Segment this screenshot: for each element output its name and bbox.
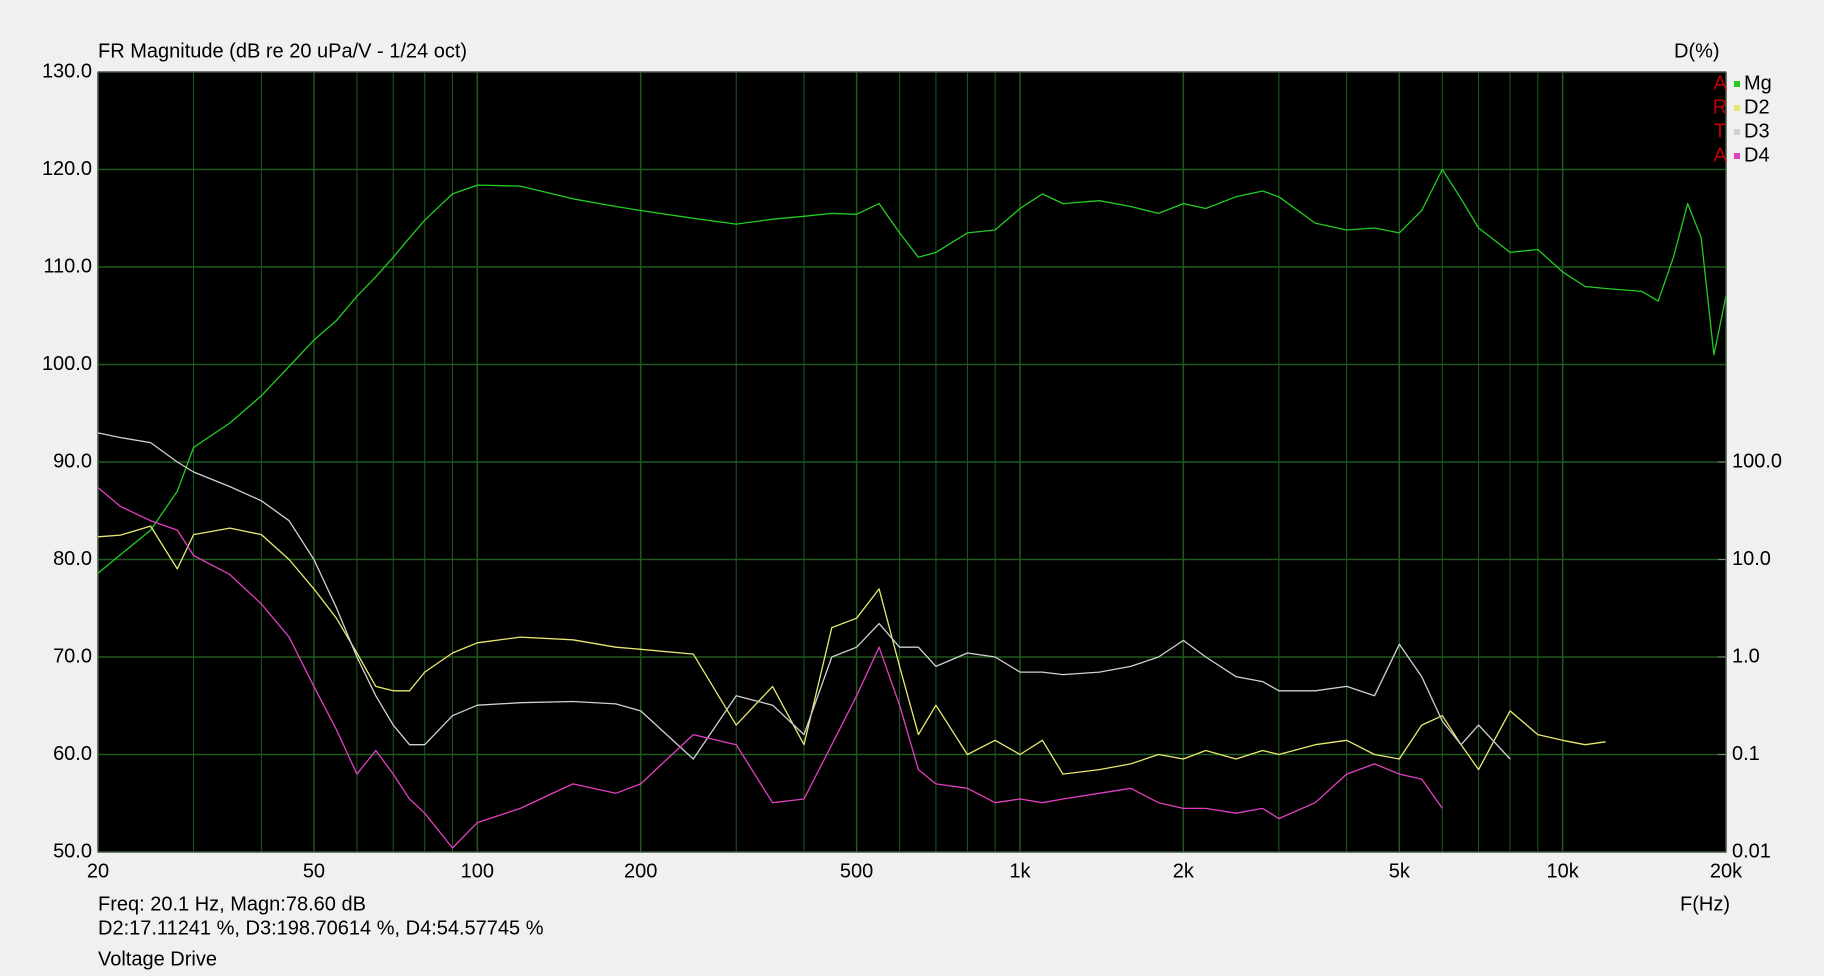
y-tick-label: 50.0 [53,840,92,862]
series-line [97,525,1606,775]
x-tick-label: 20k [1710,860,1743,882]
x-tick-label: 2k [1173,860,1195,882]
y-tick-label: 90.0 [53,450,92,472]
cursor-readout: Freq: 20.1 Hz, Magn:78.60 dB [98,893,366,915]
legend-swatch [1734,81,1740,87]
x-axis-title: F(Hz) [1680,893,1730,915]
y2-tick-label: 0.01 [1732,840,1771,862]
x-tick-label: 5k [1389,860,1411,882]
y2-tick-label: 100.0 [1732,450,1782,472]
chart-title: FR Magnitude (dB re 20 uPa/V - 1/24 oct) [98,40,467,62]
legend-swatch [1734,105,1740,111]
y2-axis-title: D(%) [1674,40,1720,62]
x-tick-label: 20 [87,860,109,882]
logo-letter: A [1713,72,1727,94]
logo-letter: A [1713,144,1727,166]
plot-frame [97,71,1727,853]
legend-label: Mg [1744,72,1772,94]
y-tick-label: 60.0 [53,743,92,765]
drive-label: Voltage Drive [98,948,217,970]
legend-swatch [1734,129,1740,135]
x-tick-label: 100 [461,860,494,882]
y-tick-label: 100.0 [42,353,92,375]
logo-letter: R [1713,96,1727,118]
x-tick-label: 1k [1009,860,1031,882]
series-line [97,432,1511,760]
y-tick-label: 80.0 [53,548,92,570]
y-tick-label: 120.0 [42,158,92,180]
y-tick-label: 110.0 [43,255,92,277]
x-tick-label: 500 [840,860,873,882]
cursor-readout: D2:17.11241 %, D3:198.70614 %, D4:54.577… [98,917,544,939]
y2-tick-label: 1.0 [1732,645,1760,667]
series-line [97,487,1443,849]
legend-swatch [1734,153,1740,159]
y-tick-label: 70.0 [53,645,92,667]
legend-label: D4 [1744,144,1770,166]
y2-tick-label: 10.0 [1732,548,1771,570]
legend-label: D2 [1744,96,1770,118]
series-line [97,168,1727,574]
legend-label: D3 [1744,120,1770,142]
x-tick-label: 10k [1547,860,1580,882]
y2-tick-label: 0.1 [1732,743,1760,765]
y-tick-label: 130.0 [42,60,92,82]
x-tick-label: 50 [303,860,325,882]
x-tick-label: 200 [624,860,657,882]
logo-letter: T [1714,120,1726,142]
